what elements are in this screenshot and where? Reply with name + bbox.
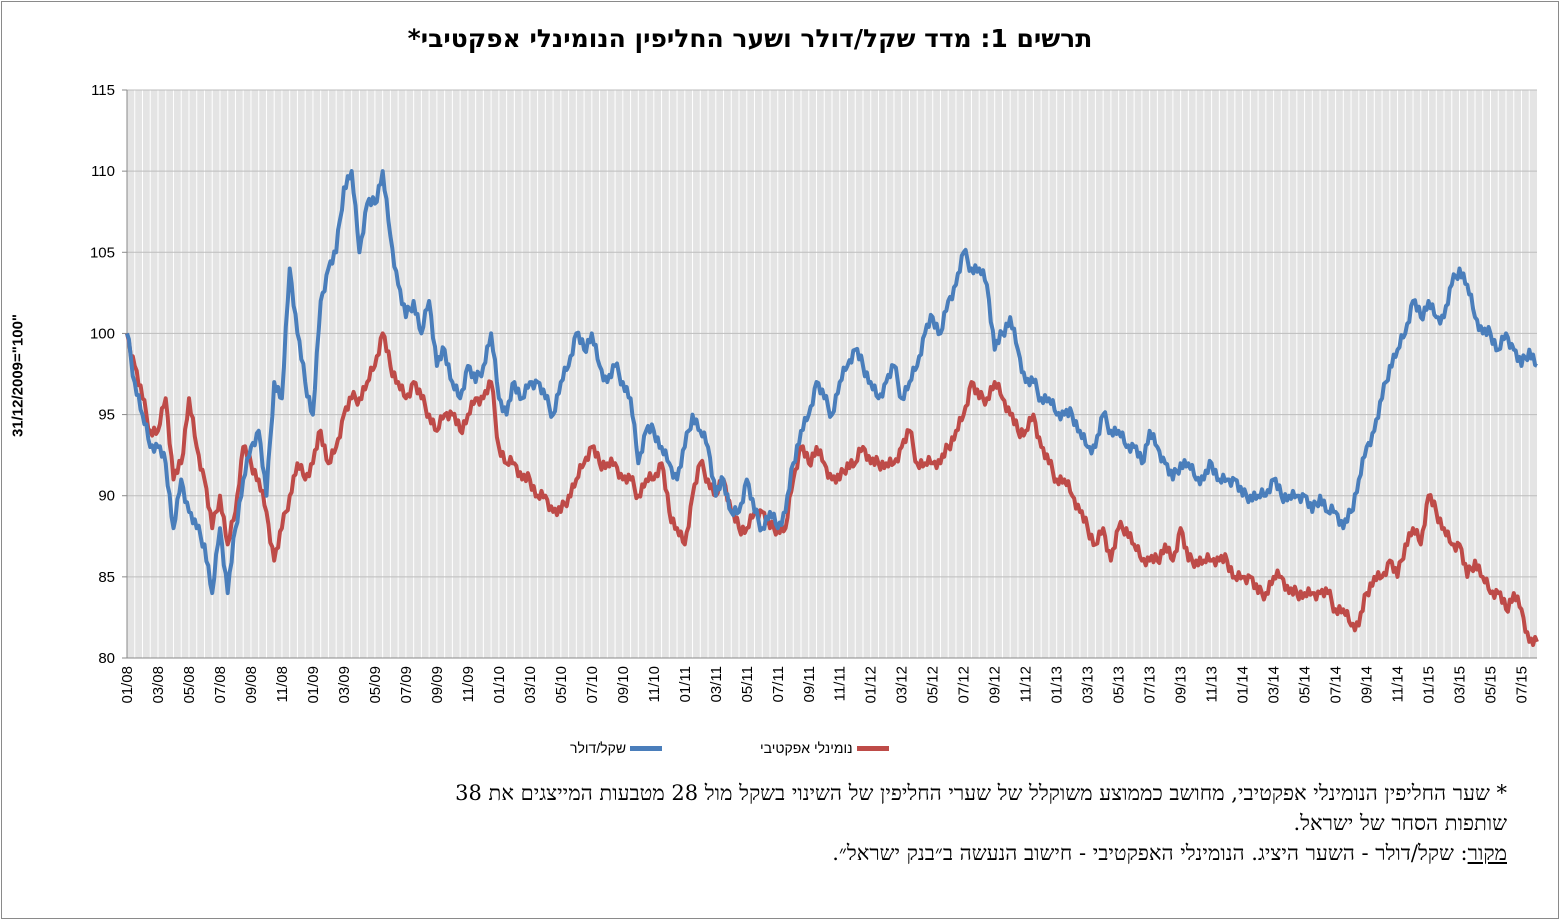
x-tick-label: 09/09 <box>429 666 446 704</box>
x-tick-label: 01/13 <box>1049 666 1066 704</box>
x-tick-label: 05/12 <box>925 666 942 704</box>
footnote-line-2: שותפות הסחר של ישראל. <box>1293 811 1507 835</box>
x-tick-label: 11/10 <box>646 666 663 702</box>
x-tick-label: 07/12 <box>956 666 973 704</box>
y-tick-label: 90 <box>98 488 115 505</box>
x-tick-label: 05/11 <box>739 666 756 702</box>
source-label: מקור <box>1467 841 1507 865</box>
y-tick-label: 95 <box>98 407 115 424</box>
x-tick-label: 01/15 <box>1421 666 1438 704</box>
x-tick-labels: 01/08 03/08 05/08 07/08 09/08 11/08 01/09 03/09… <box>119 666 1531 704</box>
legend-item-nominal: נומינלי אפקטיבי <box>760 740 889 756</box>
y-tick-label: 115 <box>91 82 115 99</box>
y-tick-label: 100 <box>90 325 115 342</box>
legend-label-usd: שקל/דולר <box>570 740 627 756</box>
x-tick-label: 07/13 <box>1142 666 1159 704</box>
x-tick-label: 09/10 <box>615 666 632 704</box>
x-tick-label: 03/15 <box>1452 666 1469 704</box>
x-tick-label: 05/13 <box>1111 666 1128 704</box>
x-tick-label: 11/14 <box>1390 666 1407 702</box>
series-line <box>125 169 1538 596</box>
source-text: : שקל/דולר - השער היציג. הנומינלי האפקטי… <box>832 841 1468 865</box>
legend-swatch-nominal <box>856 745 889 751</box>
x-tick-label: 01/14 <box>1235 666 1252 704</box>
x-tick-label: 01/11 <box>677 666 694 702</box>
x-tick-label: 11/09 <box>460 666 477 702</box>
x-tick-label: 09/12 <box>987 666 1004 704</box>
x-tick-label: 11/12 <box>1018 666 1035 702</box>
x-tick-label: 03/09 <box>336 666 353 704</box>
y-tick-labels: 80 85 90 95 100 105 110 115 <box>90 82 127 667</box>
x-tick-label: 05/08 <box>181 666 198 704</box>
x-tick-label: 01/12 <box>863 666 880 704</box>
x-tick-label: 03/10 <box>522 666 539 704</box>
legend-label-nominal: נומינלי אפקטיבי <box>760 740 853 756</box>
vertical-gridlines <box>134 90 1530 658</box>
footnote-source: מקור: שקל/דולר - השער היציג. הנומינלי הא… <box>47 838 1507 868</box>
y-tick-label: 80 <box>98 650 115 667</box>
x-tick-label: 03/13 <box>1080 666 1097 704</box>
x-tick-label: 05/14 <box>1297 666 1314 704</box>
x-tick-label: 07/10 <box>584 666 601 704</box>
footnote: * שער החליפין הנומינלי אפקטיבי, מחושב כמ… <box>47 778 1507 868</box>
x-tick-label: 03/11 <box>708 666 725 702</box>
x-tick-label: 05/09 <box>367 666 384 704</box>
series-lines <box>125 169 1539 647</box>
axes <box>126 90 1537 659</box>
x-tick-label: 09/14 <box>1359 666 1376 704</box>
x-tick-label: 03/14 <box>1266 666 1283 704</box>
y-tick-label: 110 <box>91 163 115 180</box>
x-tick-label: 07/15 <box>1514 666 1531 704</box>
series-line <box>125 331 1539 647</box>
x-tick-label: 11/11 <box>832 666 849 701</box>
legend-item-usd: שקל/דולר <box>570 740 663 756</box>
y-tick-label: 105 <box>90 244 115 261</box>
x-tick-label: 11/13 <box>1204 666 1221 702</box>
legend-swatch-usd <box>630 745 663 751</box>
x-tick-label: 01/10 <box>491 666 508 704</box>
x-tick-label: 05/10 <box>553 666 570 704</box>
x-tick-label: 09/13 <box>1173 666 1190 704</box>
x-tick-label: 07/11 <box>770 666 787 702</box>
x-tick-label: 05/15 <box>1483 666 1500 704</box>
x-tick-label: 07/08 <box>212 666 229 704</box>
x-tick-label: 01/09 <box>305 666 322 704</box>
y-tick-label: 85 <box>98 569 115 586</box>
footnote-line-1: * שער החליפין הנומינלי אפקטיבי, מחושב כמ… <box>455 781 1507 805</box>
x-tick-label: 11/08 <box>274 666 291 702</box>
x-tick-label: 09/11 <box>801 666 818 702</box>
x-tick-label: 09/08 <box>243 666 260 704</box>
x-tick-label: 03/08 <box>150 666 167 704</box>
x-tick-label: 03/12 <box>894 666 911 704</box>
chart-title: תרשים 1: מדד שקל/דולר ושער החליפין הנומי… <box>407 24 1093 53</box>
x-tick-label: 01/08 <box>119 666 136 704</box>
x-tick-label: 07/14 <box>1328 666 1345 704</box>
x-tick-label: 07/09 <box>398 666 415 704</box>
